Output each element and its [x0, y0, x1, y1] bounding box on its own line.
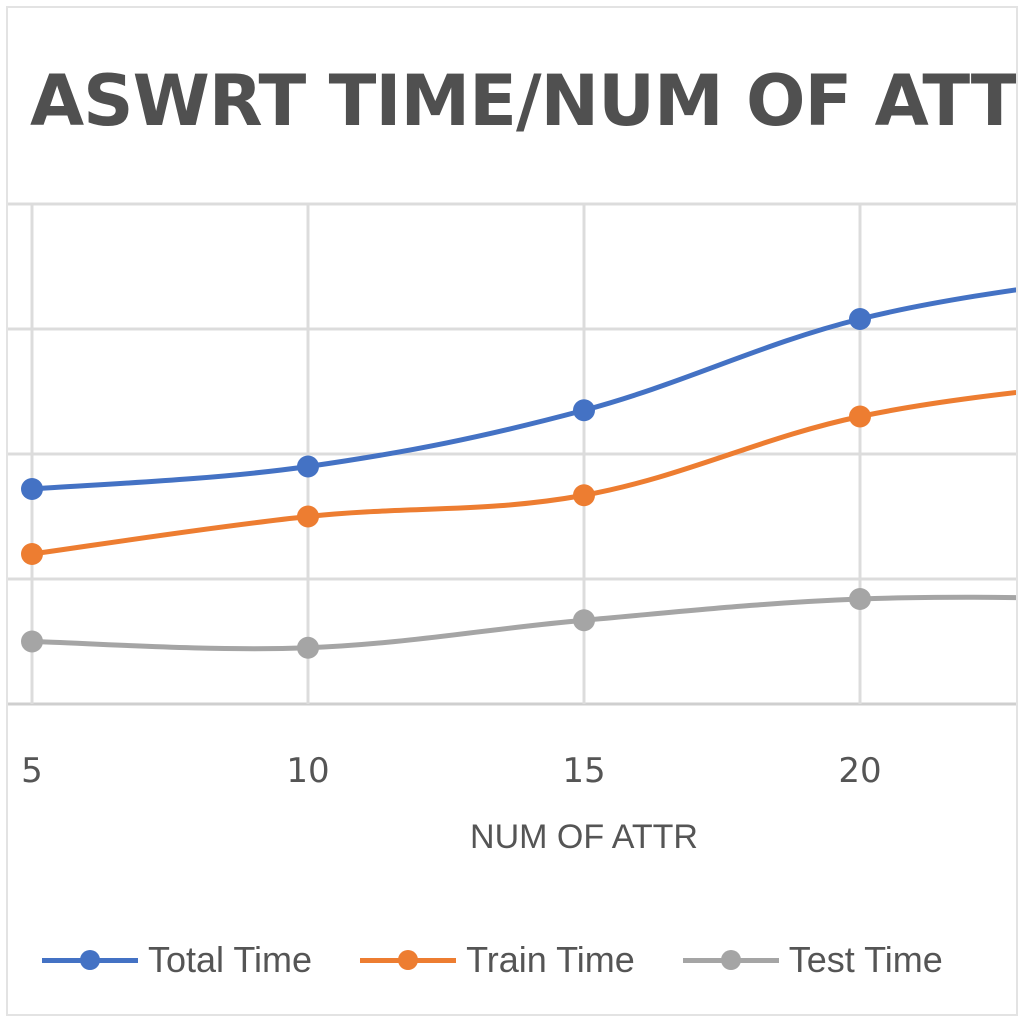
total-time-line: [29, 287, 1016, 492]
legend-label: Total Time: [148, 939, 313, 980]
total-time-point: [21, 478, 43, 500]
train-time-point: [297, 505, 319, 528]
test-time-point: [21, 630, 43, 653]
legend-label: Train Time: [466, 939, 635, 980]
legend-swatch-total-time: [38, 945, 142, 975]
total-time-point: [297, 455, 319, 478]
chart-title: ASWRT TIME/NUM OF ATTR: [30, 60, 1018, 142]
x-axis-title: NUM OF ATTR: [470, 818, 698, 856]
legend-item-train-time: Train Time: [356, 939, 635, 981]
train-time-point: [849, 405, 871, 428]
plot-area: 5 10 15 20 NUM OF ATTR: [8, 202, 1016, 856]
total-time-point: [849, 308, 871, 330]
train-time-line: [29, 390, 1016, 557]
legend-swatch-train-time: [356, 945, 460, 975]
test-time-point: [849, 588, 871, 610]
legend-label: Test Time: [788, 939, 943, 980]
test-time-point: [297, 636, 319, 659]
legend-swatch-test-time: [679, 945, 783, 975]
train-time-point: [573, 484, 595, 507]
x-tick-label: 5: [21, 751, 43, 791]
x-tick-label: 20: [838, 751, 881, 791]
legend-item-test-time: Test Time: [679, 939, 943, 981]
test-time-line: [29, 594, 1016, 652]
x-tick-label: 15: [562, 751, 605, 791]
legend-item-total-time: Total Time: [38, 939, 312, 981]
chart-frame: ASWRT TIME/NUM OF ATTR 5 10 15 20 NUM OF AT…: [6, 6, 1018, 1016]
total-time-point: [573, 399, 595, 422]
legend: Total Time Train Time Test Time: [38, 930, 987, 990]
train-time-point: [21, 543, 43, 565]
x-tick-label: 10: [286, 751, 329, 791]
test-time-point: [573, 609, 595, 632]
